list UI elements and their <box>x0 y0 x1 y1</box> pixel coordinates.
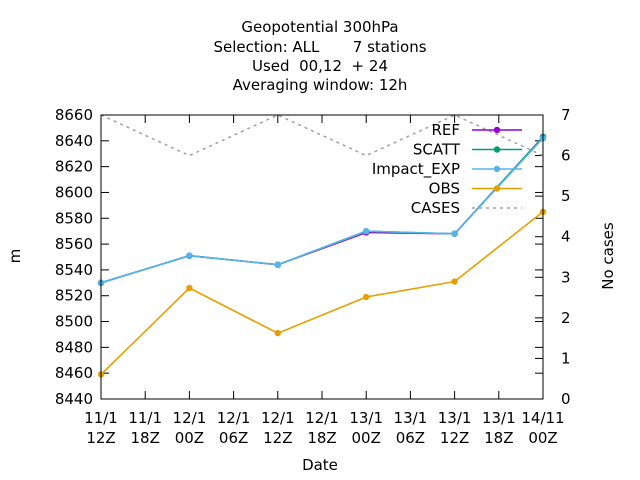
x-tick-label-hour: 00Z <box>352 429 381 447</box>
y2-tick-label: 3 <box>561 268 571 286</box>
y-axis-label: m <box>6 249 24 264</box>
y-tick-label: 8620 <box>55 158 93 176</box>
title-line-2: Selection: ALL 7 stations <box>213 38 426 56</box>
x-tick-label-date: 12/1 <box>173 409 207 427</box>
axes-ticks: 8440 8460 8480 8500 8520 8540 8560 8580 8600 8620… <box>55 106 571 447</box>
y-tick-label: 8560 <box>55 235 93 253</box>
data-point-obs <box>363 293 370 301</box>
x-tick-label-date: 13/1 <box>482 409 516 427</box>
data-point-obs <box>186 284 193 292</box>
y2-tick-label: 2 <box>561 309 571 327</box>
series-line-impact-exp <box>100 137 544 284</box>
y-tick-label: 8500 <box>55 313 93 331</box>
x-tick-label-date: 13/1 <box>438 409 472 427</box>
y-tick-label: 8540 <box>55 261 93 279</box>
series-impact-exp <box>97 135 547 287</box>
y2-tick-label: 0 <box>561 390 571 408</box>
series-line-obs <box>100 211 544 376</box>
legend-marker <box>493 165 501 173</box>
y2-tick-label: 1 <box>561 349 571 367</box>
legend-label: SCATT <box>413 141 461 159</box>
x-tick-label-hour: 12Z <box>263 429 292 447</box>
y-tick-label: 8520 <box>55 287 93 305</box>
plot-frame <box>100 114 544 400</box>
title-line-4: Averaging window: 12h <box>233 76 408 94</box>
x-tick-label-hour: 06Z <box>219 429 248 447</box>
x-tick-label-date: 11/1 <box>84 409 118 427</box>
legend-item-ref: REF <box>431 121 522 139</box>
y-tick-label: 8600 <box>55 183 93 201</box>
x-tick-label-hour: 18Z <box>307 429 336 447</box>
data-point-impact-exp <box>274 261 281 268</box>
x-tick-label-hour: 18Z <box>131 429 160 447</box>
y-tick-label: 8480 <box>55 338 93 356</box>
y2-tick-label: 4 <box>561 228 571 246</box>
y2-tick-label: 5 <box>561 187 571 205</box>
y2-axis-label: No cases <box>599 222 617 290</box>
x-tick-label-date: 12/1 <box>305 409 339 427</box>
legend-label: Impact_EXP <box>372 160 460 179</box>
x-tick-label-date: 13/1 <box>394 409 428 427</box>
y-tick-label: 8440 <box>55 390 93 408</box>
y2-tick-label: 6 <box>561 147 571 165</box>
legend-item-cases: CASES <box>411 199 522 217</box>
y-tick-label: 8580 <box>55 209 93 227</box>
x-tick-label-date: 12/1 <box>217 409 251 427</box>
legend-item-impact-exp: Impact_EXP <box>372 160 522 179</box>
legend-item-scatt: SCATT <box>413 141 522 159</box>
data-point-impact-exp <box>451 230 458 237</box>
legend-label: OBS <box>429 180 460 198</box>
x-tick-label-hour: 00Z <box>175 429 204 447</box>
title-line-1: Geopotential 300hPa <box>241 18 398 36</box>
x-tick-label-date: 11/1 <box>128 409 162 427</box>
data-point-obs <box>274 329 281 337</box>
legend-marker <box>493 185 501 192</box>
x-tick-label-hour: 06Z <box>396 429 425 447</box>
data-point-obs <box>451 278 458 285</box>
x-tick-label-date: 13/1 <box>349 409 383 427</box>
legend-item-obs: OBS <box>429 180 522 198</box>
legend-label: CASES <box>411 199 460 217</box>
plot-series <box>97 114 547 378</box>
x-tick-label-date: 14/11 <box>521 409 564 427</box>
x-axis-label: Date <box>302 456 338 474</box>
x-tick-label-date: 12/1 <box>261 409 295 427</box>
y-tick-label: 8460 <box>55 364 93 382</box>
legend-label: REF <box>431 121 460 139</box>
chart-title: Geopotential 300hPa Selection: ALL 7 sta… <box>213 18 426 94</box>
x-tick-label-hour: 12Z <box>86 429 115 447</box>
title-line-3: Used 00,12 + 24 <box>252 57 388 75</box>
x-tick-label-hour: 00Z <box>528 429 557 447</box>
data-point-impact-exp <box>363 227 370 235</box>
y2-tick-label: 7 <box>561 106 571 124</box>
x-tick-label-hour: 18Z <box>484 429 513 447</box>
legend-marker <box>493 146 501 153</box>
legend-marker <box>493 126 501 134</box>
y-tick-label: 8660 <box>55 106 93 124</box>
y-tick-label: 8640 <box>55 132 93 150</box>
x-tick-label-hour: 12Z <box>440 429 469 447</box>
series-obs <box>97 208 547 378</box>
data-point-impact-exp <box>186 252 193 259</box>
